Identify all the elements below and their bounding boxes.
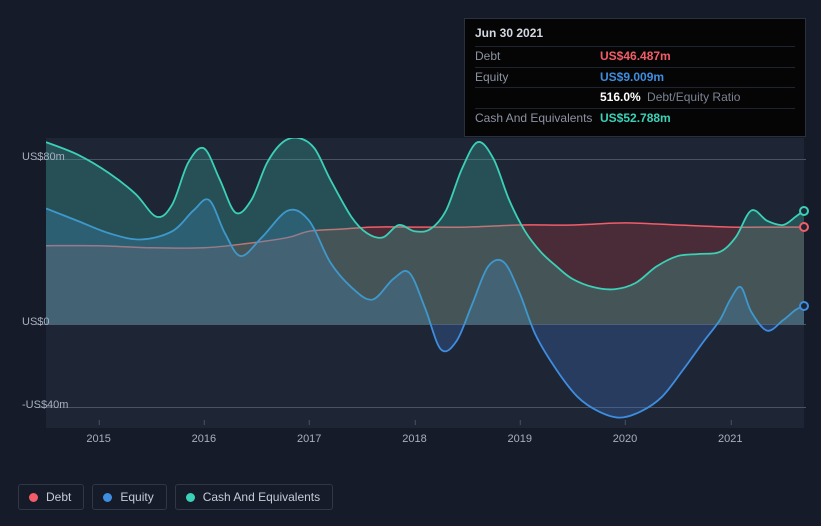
tooltip-row-value: US$9.009m <box>600 69 664 86</box>
legend-swatch <box>186 493 195 502</box>
y-axis-label: US$80m <box>22 151 65 163</box>
x-axis-label: 2020 <box>613 433 637 445</box>
x-axis-label: 2018 <box>402 433 426 445</box>
x-axis-label: 2017 <box>297 433 321 445</box>
tooltip-row-label: Debt <box>475 48 600 65</box>
plot-area[interactable] <box>46 138 804 428</box>
x-axis-label: 2019 <box>508 433 532 445</box>
series-svg <box>46 138 804 428</box>
x-axis-label: 2016 <box>192 433 216 445</box>
chart-legend: Debt Equity Cash And Equivalents <box>18 484 333 510</box>
debt-equity-chart: 2015 2016 2017 2018 2019 2020 2021 US$80m US$0 -… <box>18 122 804 452</box>
x-axis-label: 2015 <box>86 433 110 445</box>
series-end-dot-equity <box>799 301 809 311</box>
tooltip-row-label: Equity <box>475 69 600 86</box>
y-axis-label: -US$40m <box>22 399 68 411</box>
series-end-dot-cash-and-equivalents <box>799 206 809 216</box>
legend-label: Equity <box>120 490 153 504</box>
legend-swatch <box>103 493 112 502</box>
tooltip-row-suffix: Debt/Equity Ratio <box>644 90 741 104</box>
tooltip-row-label <box>475 89 600 106</box>
tooltip-row: EquityUS$9.009m <box>475 67 795 87</box>
tooltip-row: 516.0% Debt/Equity Ratio <box>475 87 795 107</box>
legend-label: Debt <box>46 490 71 504</box>
series-end-dot-debt <box>799 222 809 232</box>
x-axis: 2015 2016 2017 2018 2019 2020 2021 <box>46 420 804 442</box>
legend-item-debt[interactable]: Debt <box>18 484 84 510</box>
x-axis-label: 2021 <box>718 433 742 445</box>
tooltip-row-value: US$46.487m <box>600 48 671 65</box>
tooltip-rows: DebtUS$46.487mEquityUS$9.009m516.0% Debt… <box>475 46 795 128</box>
tooltip-row: DebtUS$46.487m <box>475 46 795 66</box>
legend-label: Cash And Equivalents <box>203 490 320 504</box>
legend-item-cash-and-equivalents[interactable]: Cash And Equivalents <box>175 484 333 510</box>
tooltip-row-value: 516.0% Debt/Equity Ratio <box>600 89 740 106</box>
legend-swatch <box>29 493 38 502</box>
legend-item-equity[interactable]: Equity <box>92 484 166 510</box>
chart-tooltip: Jun 30 2021 DebtUS$46.487mEquityUS$9.009… <box>464 18 806 137</box>
y-axis-label: US$0 <box>22 316 50 328</box>
tooltip-date: Jun 30 2021 <box>475 25 795 46</box>
